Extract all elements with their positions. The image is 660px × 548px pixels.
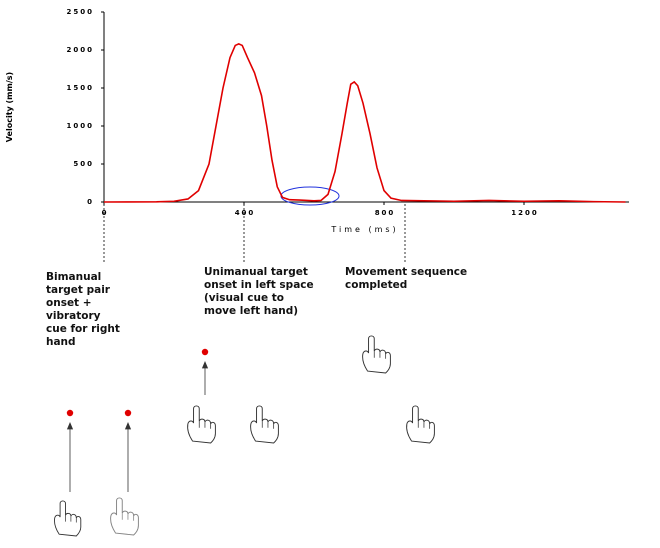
x-axis-title: Time (ms)	[330, 225, 398, 234]
annotation-line: (visual cue to	[204, 292, 284, 304]
y-axis-title: Velocity (mm/s)	[5, 72, 14, 142]
y-tick-label: 500	[73, 160, 94, 168]
event-lines	[103, 204, 406, 262]
annotation-line: onset +	[46, 297, 92, 309]
targets	[66, 348, 209, 492]
y-tick-label: 0	[87, 198, 94, 206]
annotation-line: Bimanual	[46, 271, 101, 283]
y-tick-label: 2500	[67, 8, 94, 16]
annotation-line: Movement sequence	[345, 266, 467, 278]
x-tick-label: 0	[102, 209, 109, 217]
annotation-line: Unimanual target	[204, 266, 308, 278]
annotation-line: cue for right	[46, 323, 120, 335]
annotation-line: target pair	[46, 284, 111, 296]
annotation: Unimanual target onset in left space (visu…	[204, 266, 314, 317]
x-tick-label: 400	[235, 209, 256, 217]
y-tick-label: 1000	[67, 122, 94, 130]
hands	[54, 335, 435, 537]
annotation-line: completed	[345, 279, 407, 291]
x-tick-label: 1200	[511, 209, 538, 217]
annotation-line: onset in left space	[204, 279, 314, 291]
annotation-line: hand	[46, 336, 76, 348]
annotation-line: move left hand)	[204, 305, 298, 317]
velocity-line	[103, 43, 626, 203]
annotation-line: vibratory	[46, 310, 101, 322]
annotation: Bimanual target pair onset + vibratory cue f…	[46, 271, 120, 348]
x-tick-label: 800	[375, 209, 396, 217]
y-tick-label: 1500	[67, 84, 94, 92]
annotation: Movement sequence completed	[345, 266, 467, 291]
y-tick-label: 2000	[67, 46, 94, 54]
